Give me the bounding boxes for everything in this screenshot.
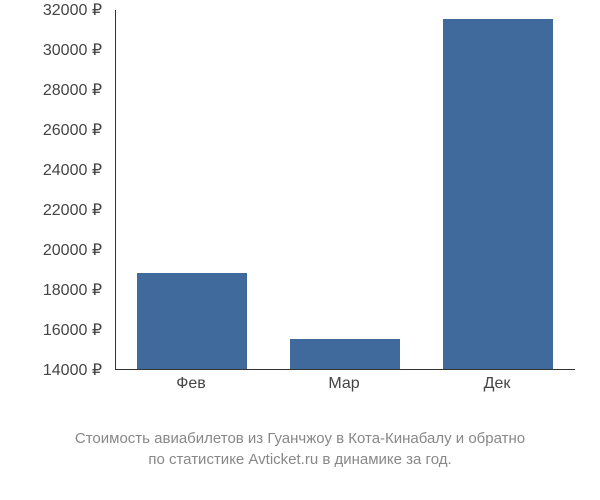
- caption-line-1: Стоимость авиабилетов из Гуанчжоу в Кота…: [0, 428, 600, 449]
- y-tick: 18000 ₽: [43, 280, 102, 300]
- bar-mar: [290, 339, 400, 369]
- y-tick: 22000 ₽: [43, 200, 102, 220]
- bar-dec: [443, 19, 553, 369]
- y-tick: 20000 ₽: [43, 240, 102, 260]
- y-tick: 32000 ₽: [43, 0, 102, 20]
- caption-line-2: по статистике Avticket.ru в динамике за …: [0, 449, 600, 470]
- bar-feb: [137, 273, 247, 369]
- chart-container: 14000 ₽ 16000 ₽ 18000 ₽ 20000 ₽ 22000 ₽ …: [20, 10, 580, 390]
- plot-area: [115, 10, 575, 370]
- y-tick: 26000 ₽: [43, 120, 102, 140]
- y-tick: 28000 ₽: [43, 80, 102, 100]
- x-tick: Дек: [484, 375, 511, 393]
- chart-caption: Стоимость авиабилетов из Гуанчжоу в Кота…: [0, 428, 600, 470]
- y-tick: 30000 ₽: [43, 40, 102, 60]
- y-axis: 14000 ₽ 16000 ₽ 18000 ₽ 20000 ₽ 22000 ₽ …: [20, 10, 110, 370]
- x-axis: Фев Мар Дек: [115, 375, 575, 400]
- y-tick: 14000 ₽: [43, 360, 102, 380]
- x-tick: Фев: [176, 375, 206, 393]
- y-tick: 24000 ₽: [43, 160, 102, 180]
- y-tick: 16000 ₽: [43, 320, 102, 340]
- x-tick: Мар: [328, 375, 359, 393]
